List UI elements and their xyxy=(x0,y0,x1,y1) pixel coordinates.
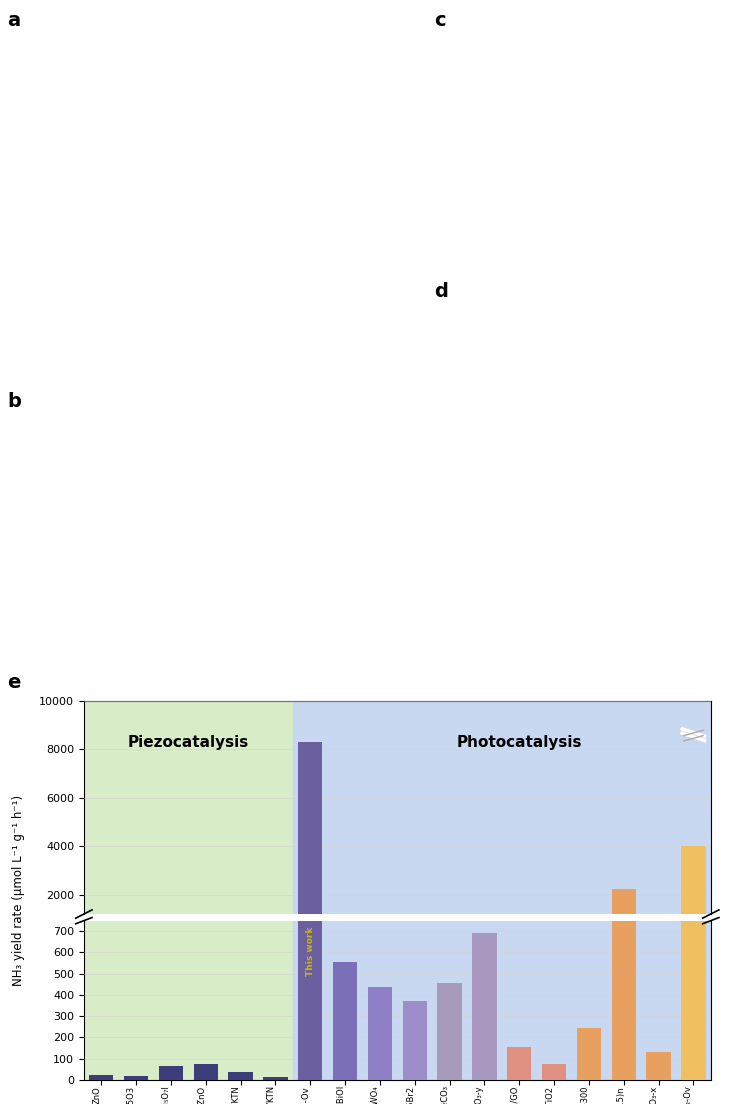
Bar xyxy=(437,984,461,1080)
Bar xyxy=(542,1064,566,1080)
Bar xyxy=(193,1064,218,1080)
Bar xyxy=(472,926,496,943)
Text: d: d xyxy=(434,282,448,300)
Bar xyxy=(612,889,636,943)
Text: Piezocatalysis: Piezocatalysis xyxy=(128,735,249,750)
Bar xyxy=(472,933,496,1080)
Bar xyxy=(437,932,461,943)
Text: NH₃ yield rate (μmol L⁻¹ g⁻¹ h⁻¹): NH₃ yield rate (μmol L⁻¹ g⁻¹ h⁻¹) xyxy=(12,795,25,986)
Bar xyxy=(367,987,392,1080)
Bar xyxy=(159,1066,183,1080)
Bar xyxy=(298,0,322,1080)
Bar xyxy=(124,1076,148,1080)
Text: a: a xyxy=(7,11,20,30)
Bar xyxy=(507,940,531,943)
Bar xyxy=(542,942,566,943)
Bar xyxy=(681,847,706,943)
Text: This work: This work xyxy=(305,927,315,976)
Bar xyxy=(228,1072,253,1080)
Bar xyxy=(84,921,293,1080)
Bar xyxy=(293,921,711,1080)
Bar xyxy=(402,934,427,943)
Bar xyxy=(293,701,711,914)
Bar xyxy=(647,940,671,943)
Text: b: b xyxy=(7,392,21,411)
Bar xyxy=(298,742,322,943)
Text: c: c xyxy=(434,11,445,30)
Text: Photocatalysis: Photocatalysis xyxy=(456,735,582,750)
Bar xyxy=(84,701,293,914)
Bar xyxy=(333,930,357,943)
Bar xyxy=(577,1028,601,1080)
Bar xyxy=(612,603,636,1080)
Bar xyxy=(193,942,218,943)
Bar xyxy=(507,1047,531,1080)
Bar xyxy=(681,232,706,1080)
Bar xyxy=(159,942,183,943)
Bar xyxy=(577,937,601,943)
Bar xyxy=(89,1075,114,1080)
Text: e: e xyxy=(7,673,20,692)
Bar xyxy=(647,1052,671,1080)
Bar xyxy=(333,962,357,1080)
Bar xyxy=(263,1078,287,1080)
Bar xyxy=(402,1001,427,1080)
Bar xyxy=(367,933,392,943)
